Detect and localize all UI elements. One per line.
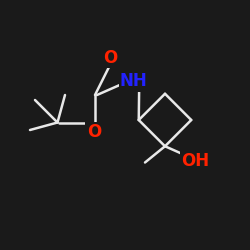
Text: O: O [87,123,101,141]
Text: O: O [103,49,117,67]
Text: OH: OH [182,152,210,170]
Text: NH: NH [120,72,148,90]
